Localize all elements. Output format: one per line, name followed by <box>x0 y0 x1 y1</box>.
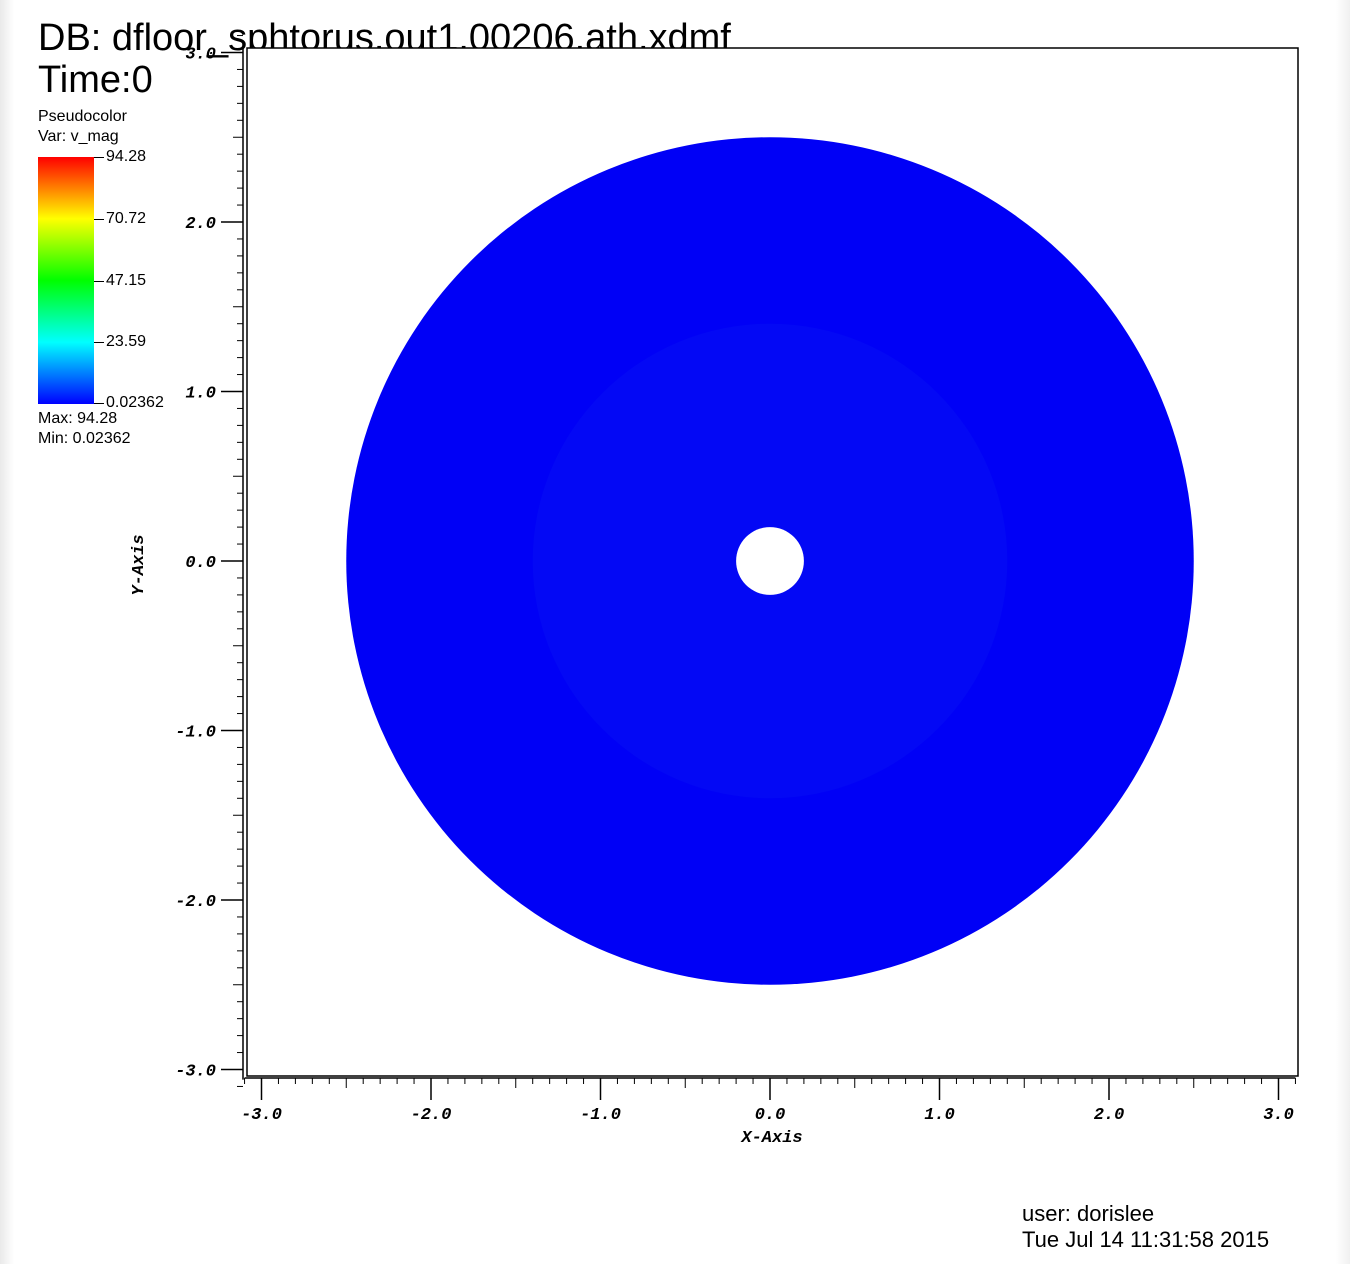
timestamp-label: Tue Jul 14 11:31:58 2015 <box>1022 1227 1270 1252</box>
x-tick-label: 0.0 <box>755 1106 786 1125</box>
legend-max-value: Max: 94.28 <box>38 410 118 427</box>
colorbar-label: 23.59 <box>106 333 147 350</box>
x-tick-label: -1.0 <box>580 1106 621 1125</box>
y-tick-label: -1.0 <box>175 724 216 743</box>
y-tick-label: -2.0 <box>175 893 216 912</box>
colorbar <box>38 157 94 404</box>
y-tick-label: 0.0 <box>185 554 216 573</box>
colorbar-label-max: 94.28 <box>106 148 147 165</box>
y-tick-label: 3.0 <box>185 46 216 65</box>
y-tick-label: 2.0 <box>185 215 216 234</box>
colorbar-tick <box>94 157 104 158</box>
legend-min-value: Min: 0.02362 <box>38 430 131 447</box>
y-tick-label: -3.0 <box>175 1063 216 1082</box>
time-label: Time:0 <box>38 59 153 101</box>
disk-hole <box>736 527 804 595</box>
colorbar-label: 47.15 <box>106 272 147 289</box>
x-axis: -3.0 -2.0 -1.0 0.0 1.0 2.0 3.0 <box>241 1077 1296 1125</box>
x-tick-label: 3.0 <box>1263 1106 1294 1125</box>
legend-variable: Var: v_mag <box>38 128 119 145</box>
y-axis: -3.0 -2.0 -1.0 0.0 1.0 2.0 3.0 <box>175 35 244 1087</box>
colorbar-tick <box>94 281 104 282</box>
x-tick-label: 2.0 <box>1094 1106 1125 1125</box>
x-tick-label: -2.0 <box>411 1106 452 1125</box>
disk-layer <box>346 137 1194 985</box>
x-tick-label: -3.0 <box>241 1106 282 1125</box>
colorbar-label: 70.72 <box>106 210 147 227</box>
x-axis-title: X-Axis <box>740 1129 802 1148</box>
colorbar-tick <box>94 403 104 404</box>
y-axis-title: Y-Axis <box>130 534 149 595</box>
x-tick-label: 1.0 <box>924 1106 955 1125</box>
legend-title: Pseudocolor <box>38 108 127 125</box>
colorbar-tick <box>94 342 104 343</box>
colorbar-tick <box>94 219 104 220</box>
colorbar-label-min: 0.02362 <box>106 394 164 411</box>
user-label: user: dorislee <box>1022 1201 1155 1226</box>
y-tick-label: 1.0 <box>185 385 216 404</box>
